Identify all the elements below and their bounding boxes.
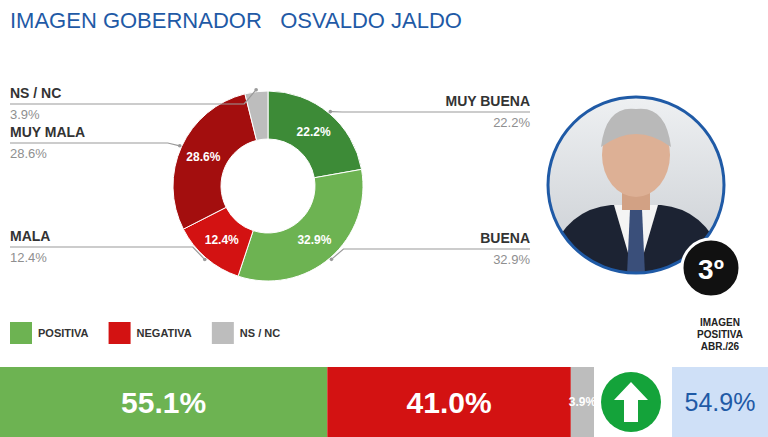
donut (173, 91, 363, 281)
photo-tie (627, 209, 645, 275)
previous-box (672, 367, 768, 437)
legend-swatch (10, 322, 32, 344)
previous-label-line: IMAGEN (700, 317, 740, 328)
category-value: 3.9% (10, 107, 40, 122)
background (0, 0, 768, 437)
legend-label: POSITIVA (38, 327, 89, 339)
summary-segment (0, 367, 327, 437)
chart-root: IMAGEN GOBERNADOR OSVALDO JALDO 22.2% MUY … (0, 0, 768, 437)
slice-label: 12.4% (205, 233, 239, 247)
trend-circle (601, 372, 661, 432)
legend-label: NS / NC (240, 327, 280, 339)
summary-label: 55.1% (121, 386, 206, 419)
slice (173, 94, 257, 229)
previous-value: 54.9% (685, 388, 756, 416)
category-label: MUY BUENA (445, 93, 530, 109)
slice-label: 32.9% (297, 233, 331, 247)
leader-dot (330, 258, 334, 262)
slice (238, 169, 363, 281)
legend-swatch (212, 322, 234, 344)
slice-label: 28.6% (186, 150, 220, 164)
category-label: BUENA (480, 230, 530, 246)
photo-shirt (614, 205, 658, 280)
legend-swatch (109, 322, 131, 344)
summary-labels: 55.1% 41.0% 3.9% (121, 386, 596, 419)
leader-dot (254, 88, 258, 92)
category-value: 28.6% (10, 146, 47, 161)
leader-dot (328, 110, 332, 114)
summary-label: 3.9% (569, 395, 597, 409)
trend-arrow (601, 372, 661, 432)
slice (268, 91, 362, 178)
previous-label-line: ABR./26 (701, 341, 740, 352)
summary-label: 41.0% (407, 386, 492, 419)
summary-segment (327, 367, 571, 437)
legend: POSITIVA NEGATIVA NS / NC (10, 322, 280, 344)
photo (541, 97, 731, 285)
category-value: 12.4% (10, 250, 47, 265)
summary-bar (0, 367, 594, 437)
title: IMAGEN GOBERNADOR OSVALDO JALDO (10, 8, 462, 33)
previous-label-line: POSITIVA (697, 329, 743, 340)
labels: 22.2% MUY BUENA 22.2% 32.9% BUENA 32.9% 12.4% M… (10, 85, 530, 267)
rank-badge (682, 239, 740, 297)
category-label: MALA (10, 228, 50, 244)
category-value: 22.2% (493, 115, 530, 130)
trend-icon (614, 382, 648, 422)
leader-line (330, 111, 530, 113)
category-value: 32.9% (493, 252, 530, 267)
photo-hair (601, 109, 671, 147)
leader-dot (203, 258, 207, 262)
rank-label: 3º (698, 254, 724, 285)
category-label: MUY MALA (10, 124, 85, 140)
previous-label: IMAGENPOSITIVAABR./26 (697, 317, 743, 352)
category-label: NS / NC (10, 85, 61, 101)
leader-dot (178, 144, 182, 148)
slice-label: 22.2% (297, 125, 331, 139)
legend-label: NEGATIVA (137, 327, 192, 339)
